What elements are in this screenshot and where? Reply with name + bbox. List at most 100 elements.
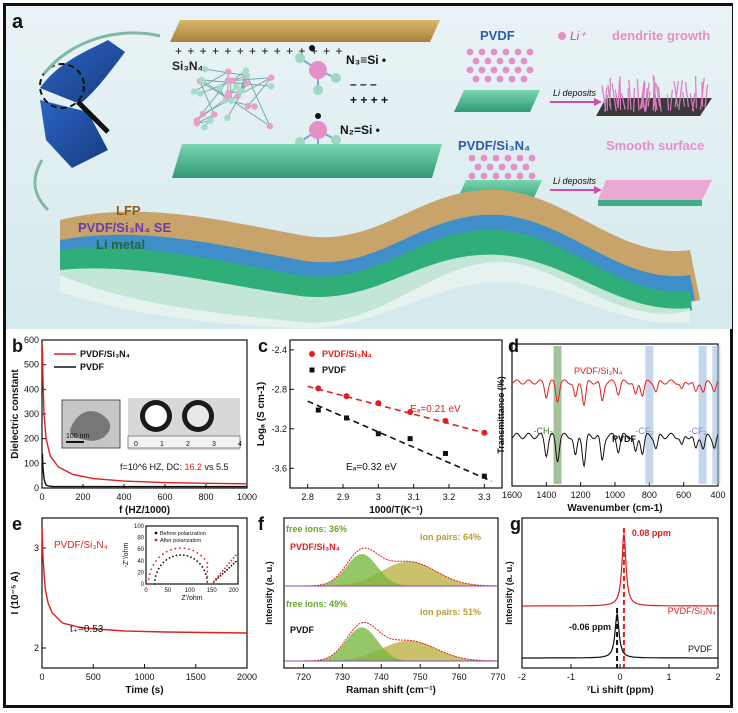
- panel-c-point: [343, 393, 350, 400]
- panel-e-inset-point: [147, 578, 150, 580]
- panel-f-ion-pair-area: [284, 561, 498, 586]
- panel-e-inset-point: [182, 554, 185, 557]
- panel-e-transference-label: t₊=0.53: [70, 624, 104, 635]
- panel-e-inset-point: [189, 556, 192, 559]
- panel-e-inset-legend-marker: [154, 538, 158, 542]
- panel-f-pairs-label: ion pairs: 51%: [420, 607, 481, 617]
- panel-a: a + + + + + + + + + + + + + + Si₃N₄ N₃≡S…: [6, 6, 732, 329]
- panel-g-xtick-label: 2: [715, 672, 720, 682]
- ea-composite-label: Eₐ=0.21 eV: [410, 404, 461, 415]
- panel-d-xtick-label: 1600: [502, 490, 522, 500]
- annotation-value-composite: 16.2: [185, 462, 203, 472]
- panel-e-inset-point: [162, 561, 165, 564]
- panel-e-inset-point: [157, 567, 160, 570]
- panel-f-xtick-label: 760: [452, 672, 467, 682]
- dielectric-annotation: f=10^6 HZ, DC: 16.2 vs 5.5: [120, 462, 229, 472]
- panel-e-inset-point: [179, 547, 181, 549]
- panel-d-spectrum: [511, 432, 719, 468]
- panel-f-xtick-label: 750: [413, 672, 428, 682]
- panel-e-inset-ylabel: -Z''/ohm: [123, 542, 130, 567]
- lfp-layer-label: LFP: [116, 203, 141, 218]
- panel-e-inset-point: [153, 583, 156, 585]
- lfp-electrode-plate: [170, 20, 440, 42]
- panel-e-inset-point: [234, 560, 237, 563]
- li-ion-cloud-top: [466, 48, 534, 83]
- composite-title: PVDF/Si₃N₄: [458, 138, 530, 153]
- panel-d-pvdf-label: PVDF: [612, 434, 637, 444]
- panel-e-inset-legend-label: Before polarization: [160, 531, 206, 537]
- panel-e-inset-point: [234, 554, 237, 557]
- panel-e-inset-point: [158, 556, 161, 559]
- panel-e-inset-point: [172, 555, 174, 558]
- panel-e-xtick-label: 2000: [237, 672, 257, 682]
- panel-e-inset-ytick: 40: [137, 559, 144, 565]
- panel-c-point: [442, 417, 449, 424]
- li-deposits-label-2: Li deposits: [553, 176, 597, 186]
- panel-d-band: [698, 346, 707, 484]
- panel-f-plot-frame: [283, 517, 499, 669]
- panel-e-inset-point: [232, 562, 235, 565]
- panel-e-inset-point: [213, 580, 215, 583]
- annotation-sep: vs: [202, 462, 216, 472]
- panel-d-xtick-label: 1000: [605, 490, 625, 500]
- panel-d-band: [553, 346, 562, 484]
- panel-c-point: [375, 431, 381, 437]
- panel-d-composite-label: PVDF/Si₃N₄: [574, 366, 623, 376]
- panel-b-ytick-label: 600: [24, 335, 39, 345]
- li-ion-label: Li⁺: [570, 29, 587, 43]
- ea-pvdf-label: Eₐ=0.32 eV: [346, 462, 397, 473]
- panel-e-inset-point: [196, 551, 199, 554]
- panel-g-pvdf-label: PVDF: [688, 644, 713, 654]
- panel-e-inset-point: [230, 559, 233, 562]
- panel-e-inset-ytick: 100: [134, 524, 145, 530]
- panel-letter-c: c: [258, 336, 268, 356]
- li-ion-legend-dot: [558, 32, 566, 40]
- panel-c-fit-line: [307, 385, 492, 436]
- membrane-white: [145, 405, 167, 427]
- panel-e-inset-point: [230, 564, 233, 567]
- panel-f-ion-pair-area: [284, 640, 498, 661]
- panel-letter-f: f: [258, 514, 265, 534]
- panel-g: g -2 -1 0 1 2 ⁷Li shift (ppm) Intensity (a. u.)…: [504, 514, 721, 696]
- si3n4-network: [190, 65, 275, 131]
- panel-c-point: [407, 409, 414, 416]
- panel-c-fit-line: [307, 400, 492, 482]
- panel-e-inset-point: [206, 561, 209, 564]
- panel-b-xtick-label: 400: [116, 492, 131, 502]
- panel-c-legend-label: PVDF/Si₃N₄: [322, 349, 372, 359]
- panel-c-ytick-label: -3.6: [271, 463, 287, 473]
- smooth-surface-label: Smooth surface: [606, 138, 704, 153]
- panel-e-inset-point: [174, 547, 177, 550]
- ruler: [127, 435, 241, 449]
- panel-c-legend-swatch: [309, 367, 315, 373]
- panel-e-inset-point: [210, 583, 213, 585]
- panel-b-series-line: [41, 344, 248, 485]
- li-metal-plate: [172, 144, 442, 178]
- panel-b-legend-label: PVDF/Si₃N₄: [80, 349, 130, 359]
- panel-letter-b: b: [12, 336, 23, 356]
- panel-d-spectrum: [511, 379, 719, 407]
- panel-e-inset-point: [206, 566, 209, 569]
- tem-particle: [70, 411, 111, 441]
- panel-e-inset-point: [206, 580, 209, 583]
- panel-e-inset-point: [160, 564, 162, 567]
- panel-e-xlabel: Time (s): [125, 685, 163, 696]
- panel-c-point: [375, 400, 382, 407]
- panel-e-inset-point: [219, 572, 222, 575]
- panel-e-inset-xtick: 50: [165, 588, 172, 594]
- panel-d-band-label: -CF₂: [635, 426, 654, 436]
- panel-e-inset-point: [161, 553, 164, 556]
- flexible-film-photo: [33, 31, 161, 212]
- panel-e-inset-xtick: 200: [229, 588, 240, 594]
- panel-e-xtick-label: 500: [86, 672, 101, 682]
- panel-c-xtick-label: 2.9: [337, 492, 350, 502]
- panel-e-inset-point: [203, 558, 206, 560]
- panel-c-xtick-label: 3: [376, 492, 381, 502]
- panel-d-band: [712, 346, 721, 484]
- panel-c-ytick-label: -3.2: [271, 424, 287, 434]
- smooth-surface: [598, 180, 712, 200]
- ruler-number: 2: [186, 441, 190, 448]
- panel-e-inset-point: [150, 568, 153, 571]
